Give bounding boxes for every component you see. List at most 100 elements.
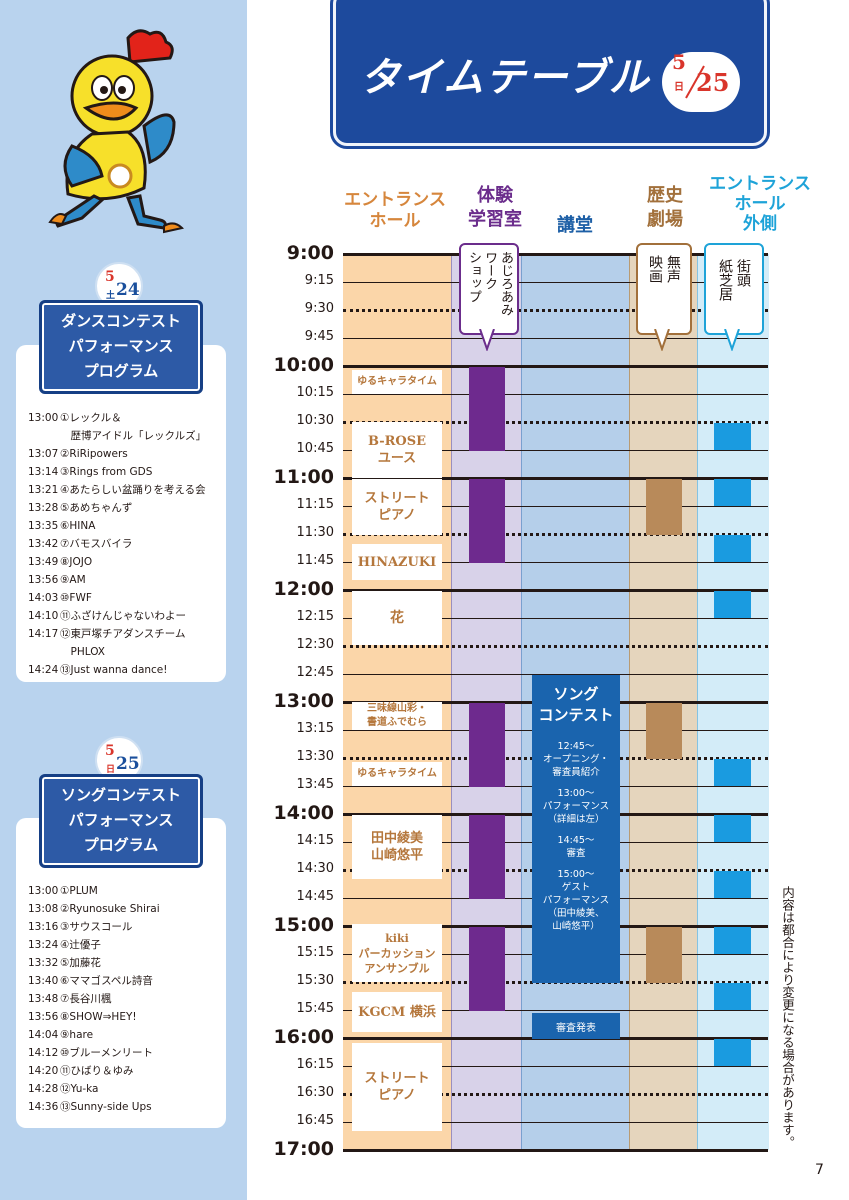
program-item: 14:36 ⑬Sunny-side Ups <box>28 1098 160 1116</box>
callout-pointer-icon <box>654 329 670 351</box>
quarter-line <box>343 394 768 395</box>
program-item-time: 13:32 <box>28 957 59 969</box>
program-item-name: ⑥HINA <box>60 520 96 532</box>
song-contest-block: ソング コンテスト 12:45～ オープニング・ 審査員紹介 13:00～ パフ… <box>532 675 620 983</box>
time-label: 9:00 <box>286 242 334 264</box>
quarter-line <box>343 562 768 563</box>
program-item: 14:20 ⑪ひばり＆ゆみ <box>28 1062 160 1080</box>
time-label: 14:30 <box>296 861 334 876</box>
program-item-time: 13:28 <box>28 502 59 514</box>
program-item-time: 13:56 <box>28 1011 59 1023</box>
program-item-time: 14:28 <box>28 1083 59 1095</box>
program-item-time: 13:35 <box>28 520 59 532</box>
time-label: 12:45 <box>296 665 334 680</box>
entrance-event: 三味線山彩・ 書道ふでむら <box>352 702 442 730</box>
program-item-name: ⑦長谷川楓 <box>60 993 112 1005</box>
quarter-line <box>343 450 768 451</box>
program-item: 14:12 ⑩ブルーメンリート <box>28 1044 160 1062</box>
hour-line <box>343 589 768 592</box>
program-item-time: 14:12 <box>28 1047 59 1059</box>
program-item-time: 13:40 <box>28 975 59 987</box>
program-item-time: 13:42 <box>28 538 59 550</box>
program-item-time: 13:16 <box>28 921 59 933</box>
program-item: 13:56 ⑨AM <box>28 571 206 589</box>
entrance-event: ゆるキャラタイム <box>352 762 442 786</box>
program-item-name: ①レックル＆ 歴博アイドル「レックルズ」 <box>60 412 207 442</box>
program-item-name: ⑨hare <box>60 1029 94 1041</box>
program-item-time: 14:20 <box>28 1065 59 1077</box>
column-header-entrance: エントランス ホール <box>344 190 446 231</box>
silent-film-block <box>646 479 682 535</box>
silent-film-block <box>646 703 682 759</box>
time-label: 15:15 <box>296 945 334 960</box>
program-item-name: ⑧SHOW⇒HEY! <box>60 1011 137 1023</box>
page-number: 7 <box>815 1162 824 1178</box>
program-item-name: ③Rings from GDS <box>60 466 153 478</box>
program-item-name: ⑬Sunny-side Ups <box>60 1101 152 1113</box>
program-item-time: 14:36 <box>28 1101 59 1113</box>
time-label: 16:30 <box>296 1085 334 1100</box>
entrance-event: B-ROSE ユース <box>352 422 442 478</box>
quarter-line <box>343 618 768 619</box>
workshop-block <box>469 479 505 563</box>
street-theater-block <box>714 535 751 562</box>
program-item-time: 13:00 <box>28 412 59 424</box>
program-item-time: 14:24 <box>28 664 59 676</box>
quarter-line <box>343 645 768 648</box>
callout-pointer-icon <box>724 329 740 351</box>
program-item-time: 13:49 <box>28 556 59 568</box>
page-title: タイムテーブル <box>360 55 651 101</box>
program-item-name: ④辻優子 <box>60 939 101 951</box>
program-item: 13:24 ④辻優子 <box>28 936 160 954</box>
time-label: 9:30 <box>304 301 334 316</box>
program-item-time: 13:21 <box>28 484 59 496</box>
program-item: 13:21 ④あたらしい盆踊りを考える会 <box>28 481 206 499</box>
change-notice: 内容は都合により変更になる場合があります。 <box>780 886 795 1149</box>
time-label: 10:15 <box>296 385 334 400</box>
entrance-event: 田中綾美 山崎悠平 <box>352 815 442 879</box>
entrance-event: 花 <box>352 591 442 645</box>
program-item: 13:00 ①PLUM <box>28 882 160 900</box>
street-theater-block <box>714 759 751 786</box>
song-contest-item: 12:45～ オープニング・ 審査員紹介 <box>543 741 609 778</box>
program-item: 13:08 ②Ryunosuke Shirai <box>28 900 160 918</box>
song-contest-item: 13:00～ パフォーマンス （詳細は左） <box>542 788 610 825</box>
quarter-line <box>343 1122 768 1123</box>
workshop-block <box>469 367 505 451</box>
program-item: 13:48 ⑦長谷川楓 <box>28 990 160 1008</box>
time-label: 13:30 <box>296 749 334 764</box>
column-header-history-theater: 歴史 劇場 <box>647 185 683 230</box>
quarter-line <box>343 533 768 536</box>
workshop-block <box>469 703 505 787</box>
program-item-time: 14:10 <box>28 610 59 622</box>
time-label: 10:30 <box>296 413 334 428</box>
column-header-workshop-room: 体験 学習室 <box>468 185 522 230</box>
program-item-name: ③サウスコール <box>60 921 133 933</box>
time-label: 16:45 <box>296 1113 334 1128</box>
workshop-callout: あじろあみ ワーク ショップ <box>459 243 519 335</box>
time-label: 15:30 <box>296 973 334 988</box>
hour-line <box>343 1149 768 1152</box>
time-label: 17:00 <box>273 1138 334 1160</box>
program-item-time: 14:17 <box>28 628 59 640</box>
time-label: 11:45 <box>296 553 334 568</box>
street-theater-block <box>714 983 751 1010</box>
time-label: 16:00 <box>273 1026 334 1048</box>
program-item-name: ⑤加藤花 <box>60 957 101 969</box>
time-label: 11:15 <box>296 497 334 512</box>
street-theater-callout: 街頭 紙芝居 <box>704 243 764 335</box>
street-theater-block <box>714 871 751 898</box>
program-item-time: 14:04 <box>28 1029 59 1041</box>
callout-pointer-icon <box>479 329 495 351</box>
time-label: 9:15 <box>304 273 334 288</box>
time-label: 13:45 <box>296 777 334 792</box>
program-box-525 <box>16 818 226 1128</box>
time-label: 14:00 <box>273 802 334 824</box>
entrance-event: HINAZUKI <box>352 544 442 580</box>
program-list-524: 13:00 ①レックル＆ 歴博アイドル「レックルズ」 13:07 ②RiRipower… <box>28 409 206 679</box>
time-label: 15:45 <box>296 1001 334 1016</box>
program-item: 14:10 ⑪ふざけんじゃないわよー <box>28 607 206 625</box>
time-label: 16:15 <box>296 1057 334 1072</box>
hour-line <box>343 365 768 368</box>
time-label: 13:15 <box>296 721 334 736</box>
